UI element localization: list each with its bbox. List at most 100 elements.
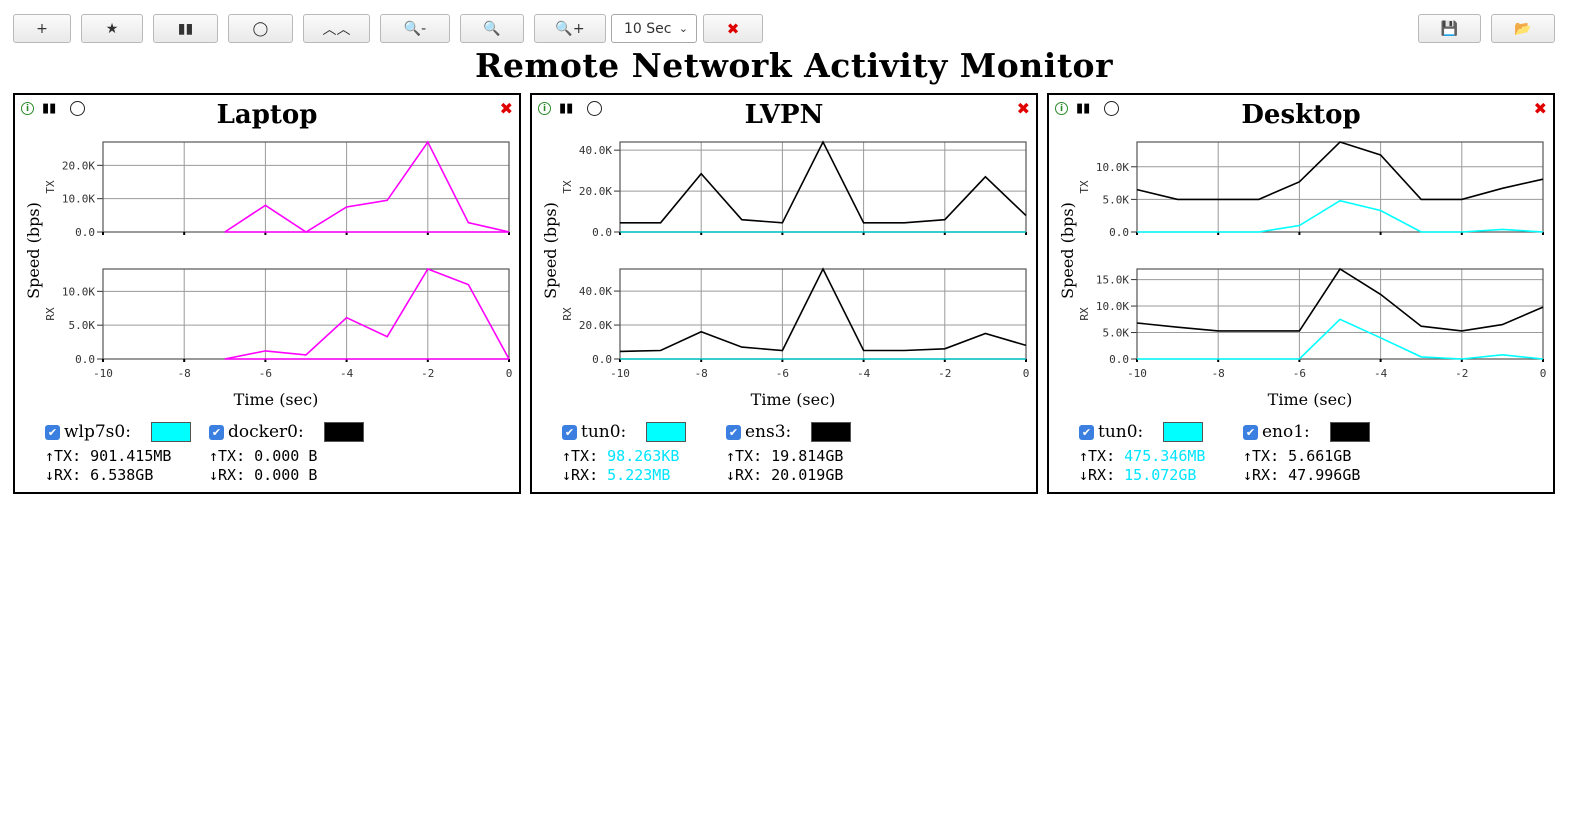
close-all-button[interactable]: ✖ [703,14,763,43]
zoom-reset-button[interactable]: 🔍 [460,14,524,43]
tx-total: 475.346MB [1124,447,1206,465]
zoom-out-button[interactable]: 🔍- [380,14,450,43]
color-swatch[interactable] [323,422,364,442]
close-icon[interactable]: ✖ [499,99,513,118]
y-tick-label: 10.0K [1096,300,1129,313]
add-button[interactable]: + [13,14,71,43]
interface-checkbox[interactable]: ✔ [209,424,224,440]
save-button[interactable]: 💾 [1418,14,1481,43]
interface-checkbox[interactable]: ✔ [726,424,741,440]
pause-icon[interactable]: ▮▮ [1076,101,1091,116]
y-tick-label: 0.0 [1109,353,1129,366]
rx-axis-label: RX [44,307,57,321]
pause-icon[interactable]: ▮▮ [42,101,57,116]
zoom-in-button[interactable]: 🔍+ [534,14,606,43]
interface-checkbox[interactable]: ✔ [45,424,60,440]
info-icon[interactable]: i [1055,102,1068,115]
x-tick-label: -2 [938,367,951,380]
circle-button[interactable]: ◯ [228,14,293,43]
interface-checkbox[interactable]: ✔ [1079,424,1094,440]
star-button[interactable]: ★ [81,14,143,43]
interface-entry: ✔ tun0: ↑TX: 98.263KB ↓RX: 5.223MB [562,421,687,485]
plot-frame [1136,141,1544,233]
tx-axis-label: TX [44,180,57,194]
plot-frame [1136,268,1544,360]
x-tick-label: -10 [1127,367,1147,380]
interface-name: docker0: [228,422,304,442]
x-axis-title: Time (sec) [234,390,319,409]
page-title: Remote Network Activity Monitor [475,46,1113,85]
info-icon[interactable]: i [538,102,551,115]
y-axis-title: Speed (bps) [1058,202,1077,299]
close-icon[interactable]: ✖ [1533,99,1547,118]
x-tick-label: -2 [421,367,434,380]
color-swatch[interactable] [811,422,852,442]
folder-icon: 📂 [1514,20,1532,37]
open-button[interactable]: 📂 [1491,14,1555,43]
plot-frame [102,141,510,233]
pause-icon[interactable]: ▮▮ [559,101,574,116]
close-icon: ✖ [726,19,740,38]
x-tick-label: -6 [1293,367,1306,380]
toolbar: + ★ ▮▮ ◯ ︿︿ 🔍- 🔍 🔍+ 10 Sec ⌄ ✖ 💾 📂 [0,0,1588,48]
y-axis-title: Speed (bps) [24,202,43,299]
y-tick-label: 10.0K [62,193,95,206]
panel-title: LVPN [744,100,824,130]
circle-icon[interactable] [70,101,86,116]
rx-total: 0.000 B [254,466,318,484]
y-tick-label: 15.0K [1096,274,1129,287]
x-tick-label: -10 [93,367,113,380]
save-icon: 💾 [1440,20,1459,37]
circle-icon[interactable] [587,101,603,116]
interface-checkbox[interactable]: ✔ [562,424,577,440]
y-tick-label: 5.0K [69,319,96,332]
plot-frame [102,268,510,360]
rx-series-line-0 [224,268,510,360]
plot-frame [619,268,1027,360]
x-tick-label: 0 [1540,367,1547,380]
smooth-button[interactable]: ︿︿ [303,14,370,43]
x-axis-title: Time (sec) [1268,390,1353,409]
y-tick-label: 0.0 [75,226,95,239]
color-swatch[interactable] [150,422,191,442]
x-tick-label: -4 [1374,367,1388,380]
interval-select-value: 10 Sec [624,20,672,37]
color-swatch[interactable] [1329,422,1370,442]
panel-controls: i ▮▮ [538,101,603,116]
x-tick-label: -8 [695,367,708,380]
y-tick-label: 10.0K [1096,161,1129,174]
y-tick-label: 0.0 [592,226,612,239]
interface-legend: ✔ wlp7s0: ↑TX: 901.415MB ↓RX: 6.538GB ✔ docke… [45,421,505,489]
chevron-down-icon: ⌄ [678,22,688,35]
x-tick-label: 0 [1023,367,1030,380]
interface-entry: ✔ eno1: ↑TX: 5.661GB ↓RX: 47.996GB [1243,421,1370,485]
interval-select[interactable]: 10 Sec ⌄ [611,14,697,43]
tx-series-line-0 [1137,199,1544,233]
tx-series-line-0 [224,140,510,233]
y-tick-label: 5.0K [1103,193,1130,206]
y-tick-label: 10.0K [62,285,95,298]
interface-name: wlp7s0: [64,422,131,442]
panel-controls: i ▮▮ [1055,101,1120,116]
tx-axis-label: TX [561,180,574,194]
interface-legend: ✔ tun0: ↑TX: 98.263KB ↓RX: 5.223MB ✔ ens3: ↑TX… [562,421,1022,489]
plot-frame [619,141,1027,233]
panel-controls: i ▮▮ [21,101,86,116]
tx-axis-label: TX [1078,180,1091,194]
interface-checkbox[interactable]: ✔ [1243,424,1258,440]
y-tick-label: 0.0 [592,353,612,366]
rx-axis-label: RX [561,307,574,321]
color-swatch[interactable] [1163,422,1204,442]
monitor-panel-laptop: i ▮▮ Laptop ✖ 0.0 10.0K 20.0K TX 0.0 5.0K 10.0K RX -… [13,93,521,494]
rx-series-line-0 [1137,318,1544,360]
y-tick-label: 5.0K [1103,327,1130,340]
interface-name: eno1: [1262,422,1310,442]
pause-all-button[interactable]: ▮▮ [153,14,218,43]
interface-name: tun0: [581,422,627,442]
rx-total: 5.223MB [607,466,671,484]
close-icon[interactable]: ✖ [1016,99,1030,118]
circle-icon[interactable] [1104,101,1120,116]
color-swatch[interactable] [646,422,687,442]
y-tick-label: 20.0K [579,185,612,198]
info-icon[interactable]: i [21,102,34,115]
